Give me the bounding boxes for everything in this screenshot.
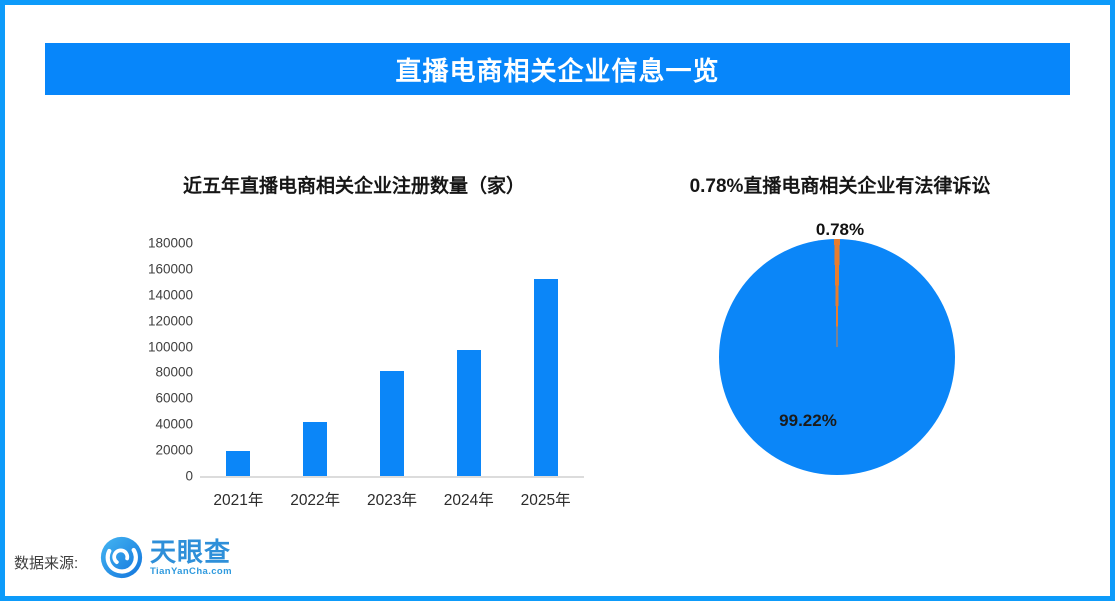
bar-2022年 — [303, 421, 328, 476]
pie-chart — [719, 239, 955, 475]
y-tick-180000: 180000 — [147, 235, 193, 251]
data-source-label: 数据来源: — [14, 555, 79, 572]
pie-chart-title: 0.78%直播电商相关企业有法律诉讼 — [689, 176, 991, 197]
y-tick-160000: 160000 — [147, 261, 193, 277]
tianyancha-eye-icon — [100, 536, 143, 579]
pie-slice-label-large: 99.22% — [779, 411, 837, 430]
bar-2021年 — [226, 451, 251, 476]
y-tick-120000: 120000 — [147, 313, 193, 329]
x-label-2025年: 2025年 — [520, 492, 571, 509]
header-banner: 直播电商相关企业信息一览 — [45, 43, 1070, 95]
bar-2023年 — [380, 371, 404, 476]
x-label-2024年: 2024年 — [443, 492, 494, 509]
tianyancha-logo: 天眼查 TianYanCha.com — [99, 535, 232, 580]
bar-chart-title: 近五年直播电商相关企业注册数量（家） — [182, 176, 525, 197]
tianyancha-logo-domain: TianYanCha.com — [150, 565, 232, 577]
tianyancha-logo-text: 天眼查 TianYanCha.com — [150, 539, 232, 577]
y-tick-80000: 80000 — [155, 364, 193, 380]
y-tick-100000: 100000 — [147, 339, 193, 355]
page-title: 直播电商相关企业信息一览 — [395, 55, 720, 86]
x-label-2023年: 2023年 — [367, 492, 417, 509]
bar-chart-x-axis: 2021年 2022年 2023年 2024年 2025年 — [200, 488, 584, 512]
bar-2024年 — [456, 350, 481, 476]
bar-chart-plot-area — [200, 243, 584, 478]
bar-chart: 180000 160000 140000 120000 100000 80000 60000… — [130, 235, 590, 515]
x-label-2022年: 2022年 — [290, 492, 341, 509]
bar-chart-y-axis: 180000 160000 140000 120000 100000 80000 60000… — [130, 235, 193, 495]
y-tick-60000: 60000 — [155, 390, 193, 406]
y-tick-0: 0 — [185, 468, 193, 484]
bar-2025年 — [533, 279, 558, 476]
pie-slice-label-small: 0.78% — [815, 220, 865, 239]
x-label-2021年: 2021年 — [213, 492, 264, 509]
y-tick-40000: 40000 — [155, 416, 193, 432]
tianyancha-logo-name: 天眼查 — [150, 536, 232, 567]
y-tick-140000: 140000 — [147, 287, 193, 303]
y-tick-20000: 20000 — [155, 442, 193, 458]
